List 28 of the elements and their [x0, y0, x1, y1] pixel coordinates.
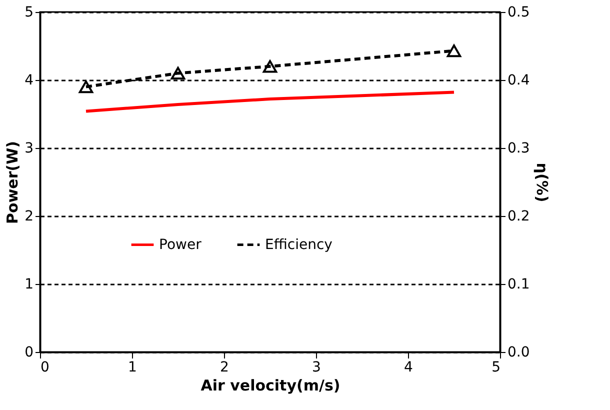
- point: [446, 44, 462, 58]
- y2-tick-label: 0.2: [508, 208, 530, 224]
- y2-tick-label: 0.1: [508, 276, 530, 292]
- x-tick-label: 3: [312, 360, 321, 376]
- y-tick-label: 0: [24, 344, 34, 360]
- y-tick-label: 2: [24, 208, 34, 224]
- x-tick-label: 0: [40, 360, 50, 376]
- y2-tick-label: 0.3: [508, 140, 530, 156]
- y2-axis-title: η(%): [532, 162, 551, 202]
- x-tick-label: 1: [128, 360, 137, 376]
- y-axis-title: Power(W): [4, 141, 22, 224]
- x-axis-title: Air velocity(m/s): [200, 376, 340, 394]
- point: [262, 60, 278, 73]
- x-tick-label: 5: [492, 360, 500, 376]
- y-tick-label: 4: [24, 72, 34, 88]
- legend-label: Power: [159, 236, 202, 253]
- point: [78, 80, 94, 94]
- line-series: [84, 90, 456, 113]
- x-tick-label: 2: [220, 360, 229, 376]
- y2-tick-label: 0.5: [508, 4, 530, 20]
- y2-tick-label: 0.4: [508, 72, 530, 88]
- point: [170, 66, 186, 80]
- x-tick-label: 4: [404, 360, 414, 376]
- legend-label: Efficiency: [265, 236, 332, 253]
- y-tick-label: 5: [24, 4, 34, 20]
- y-tick-label: 1: [24, 276, 34, 292]
- y-tick-label: 3: [24, 140, 34, 156]
- y2-tick-label: 0.0: [508, 344, 530, 360]
